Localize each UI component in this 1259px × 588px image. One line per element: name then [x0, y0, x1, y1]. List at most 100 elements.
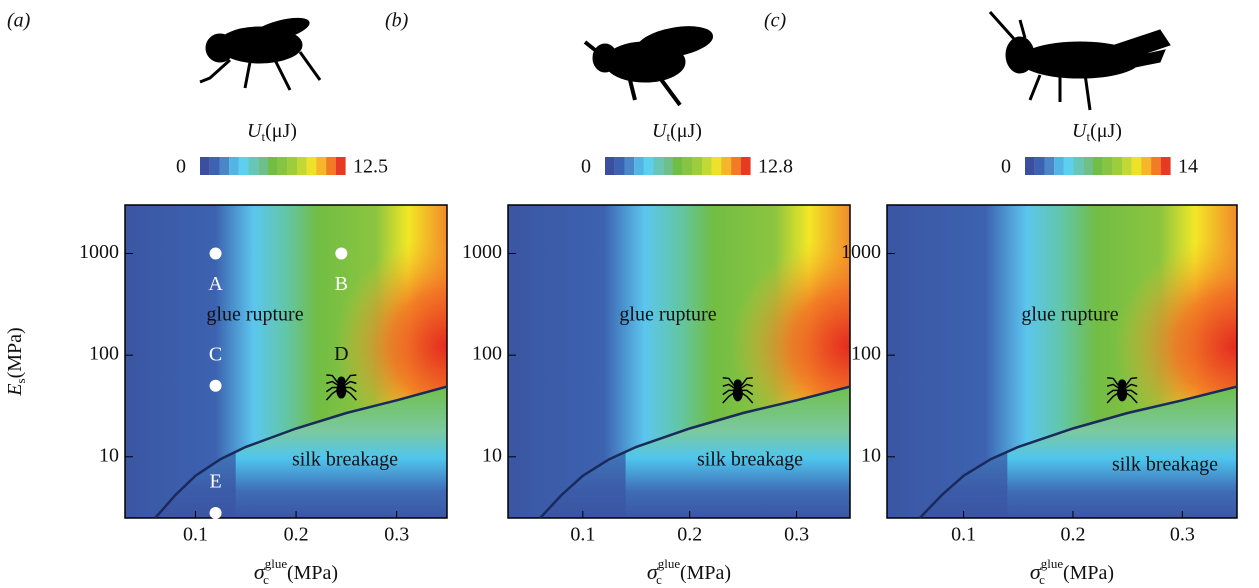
x-tick-label: 0.1	[951, 524, 976, 546]
colorbar-title: Ut(μJ)	[1072, 120, 1122, 144]
x-tick-label: 0.2	[284, 524, 309, 546]
x-tick-label: 0.1	[183, 524, 208, 546]
spider-leg	[341, 386, 357, 393]
y-tick-label: 1000	[841, 241, 881, 263]
panel: (c) Ut(μJ) 0 14 0.1 0.2 0.3 10 100 1000 glue ruptu…	[764, 10, 1238, 587]
colorbar-cell	[248, 157, 259, 175]
insect-grasshopper	[988, 11, 1171, 111]
colorbar-cell	[306, 157, 317, 175]
colorbar-cell	[682, 157, 693, 175]
spider-leg	[737, 389, 754, 396]
colorbar-title: Ut(μJ)	[652, 120, 702, 144]
x-tick-label: 0.3	[784, 524, 809, 546]
x-label-symbol: σ	[254, 559, 266, 584]
colorbar-cell	[643, 157, 654, 175]
spider-leg	[326, 374, 342, 389]
panel-label: (b)	[385, 10, 409, 32]
plot-frame	[886, 204, 1238, 519]
colorbar-unit: (μJ)	[1090, 120, 1122, 142]
colorbar-cell	[605, 157, 615, 175]
colorbar-cell	[219, 157, 230, 175]
colorbar-cell	[1131, 157, 1142, 175]
y-tick-label: 10	[861, 444, 881, 466]
region-label: glue rupture	[619, 304, 716, 326]
colorbar-tick-label: 0	[581, 156, 591, 178]
region-label: silk breakage	[697, 449, 803, 471]
spider-leg	[340, 374, 357, 389]
spider-head	[337, 376, 346, 385]
colorbar-symbol: U	[652, 120, 668, 142]
colorbar-symbol: U	[1072, 120, 1088, 142]
colorbar-cell	[1025, 157, 1035, 175]
spider	[722, 377, 754, 404]
colorbar-cell	[267, 157, 278, 175]
y-label-unit: (MPa)	[4, 327, 26, 378]
x-tick-label: 0.3	[1170, 524, 1195, 546]
panel-label: (a)	[7, 10, 31, 32]
colorbar-cell	[731, 157, 741, 175]
panel: (a) Ut(μJ) 0 12.5 0.1 0.2 0.3 10 100 1000 glue rup…	[4, 10, 448, 587]
colorbar-tick-label: 0	[176, 156, 186, 178]
y-label-symbol: E	[4, 383, 26, 396]
x-axis-label: σglue c (MPa)	[647, 556, 731, 587]
insect-bee	[583, 26, 714, 107]
plot-frame	[507, 204, 851, 519]
colorbar-cell	[624, 157, 635, 175]
colorbar-cell	[1063, 157, 1074, 175]
colorbar-cell	[1160, 157, 1171, 175]
point-label: C	[209, 343, 222, 365]
colorbar-tick-label: 12.5	[353, 156, 388, 178]
point-label: A	[208, 273, 223, 295]
y-tick-label: 100	[851, 343, 881, 365]
colorbar-cell	[238, 157, 249, 175]
colorbar-cell	[209, 157, 220, 175]
y-tick-label: 100	[472, 343, 502, 365]
spider-label: D	[334, 343, 348, 365]
x-label-subscript: c	[263, 572, 269, 587]
point	[209, 506, 222, 519]
colorbar-cell	[1151, 157, 1161, 175]
colorbar-tick-label: 0	[1001, 156, 1011, 178]
insect-fly	[199, 17, 322, 91]
colorbar-cell	[1083, 157, 1093, 175]
colorbar-cell	[200, 157, 210, 175]
colorbar-cell	[316, 157, 327, 175]
x-tick-label: 0.3	[384, 524, 409, 546]
plot-frame	[124, 204, 448, 519]
colorbar-cell	[1141, 157, 1152, 175]
colorbar-subscript: t	[1087, 129, 1091, 144]
x-label-subscript: c	[1039, 572, 1045, 587]
colorbar-title: Ut(μJ)	[247, 120, 297, 144]
x-tick-label: 0.2	[1060, 524, 1085, 546]
colorbar-cell	[663, 157, 673, 175]
boundary-line	[539, 385, 850, 518]
colorbar-cell	[692, 157, 703, 175]
colorbar-cell	[614, 157, 625, 175]
colorbar-cell	[721, 157, 732, 175]
colorbar-cell	[1102, 157, 1113, 175]
region-label: glue rupture	[1021, 304, 1118, 326]
spider-leg	[340, 386, 357, 401]
x-label-unit: (MPa)	[680, 562, 731, 584]
spider-head	[733, 379, 742, 388]
heatmap-field	[125, 205, 447, 518]
x-axis-label: σglue c (MPa)	[1030, 556, 1114, 587]
spider-leg	[1121, 389, 1138, 404]
colorbar-cell	[653, 157, 664, 175]
colorbar-cell	[702, 157, 712, 175]
y-axis-label: Es(MPa)	[4, 327, 28, 396]
spider-leg	[340, 380, 357, 389]
colorbar-cell	[1112, 157, 1123, 175]
spider	[1106, 377, 1138, 404]
colorbar-subscript: t	[262, 129, 266, 144]
spider-leg	[722, 377, 739, 391]
colorbar-cell	[1122, 157, 1132, 175]
spider-leg	[1106, 389, 1123, 396]
heatmap-field	[508, 205, 850, 518]
spider-leg	[1106, 389, 1123, 404]
spider-leg	[1106, 383, 1123, 392]
colorbar-subscript: t	[667, 129, 671, 144]
x-label-superscript: glue	[1041, 556, 1064, 571]
boundary-line	[918, 385, 1237, 518]
